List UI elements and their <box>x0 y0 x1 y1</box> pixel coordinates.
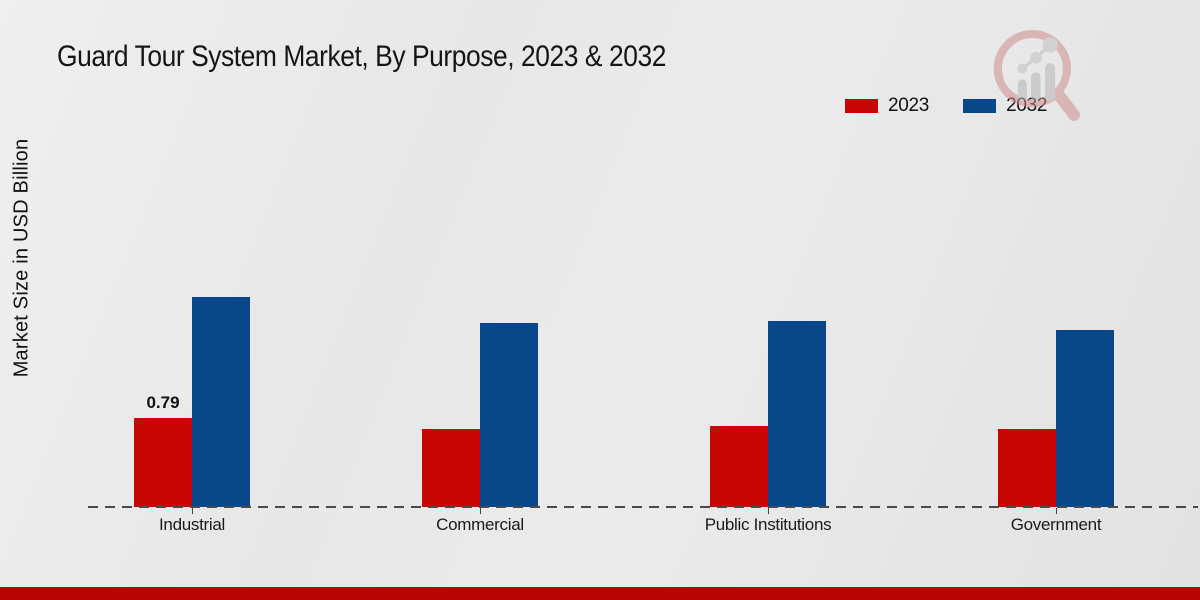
legend-item-2023: 2023 <box>845 95 929 117</box>
category-label: Government <box>1010 515 1102 534</box>
bar-2032-government <box>1056 330 1114 507</box>
x-axis-baseline <box>88 506 1198 508</box>
legend-swatch-icon <box>845 99 878 113</box>
bar-2023-government <box>998 429 1056 507</box>
category-label: Commercial <box>436 515 524 534</box>
category-label: Industrial <box>159 515 225 534</box>
bar-2032-public-institutions <box>768 321 826 507</box>
bar-value-label: 0.79 <box>146 393 180 412</box>
chart-title: Guard Tour System Market, By Purpose, 20… <box>57 40 666 73</box>
legend-label: 2023 <box>888 95 930 116</box>
bar-2023-industrial <box>134 418 192 507</box>
axis-tick <box>768 508 769 514</box>
bar-2023-public-institutions <box>710 426 768 507</box>
axis-tick <box>192 508 193 514</box>
legend-swatch-icon <box>963 99 997 113</box>
footer-stripe <box>0 587 1200 600</box>
bar-2032-industrial <box>192 297 250 507</box>
category-label: Public Institutions <box>704 515 832 534</box>
bar-2032-commercial <box>480 323 538 507</box>
axis-tick <box>1056 508 1057 514</box>
axis-tick <box>480 508 481 514</box>
magnifier-bar-chart-logo-icon <box>993 29 1081 121</box>
bar-2023-commercial <box>422 429 480 507</box>
y-axis-label: Market Size in USD Billion <box>10 138 33 378</box>
